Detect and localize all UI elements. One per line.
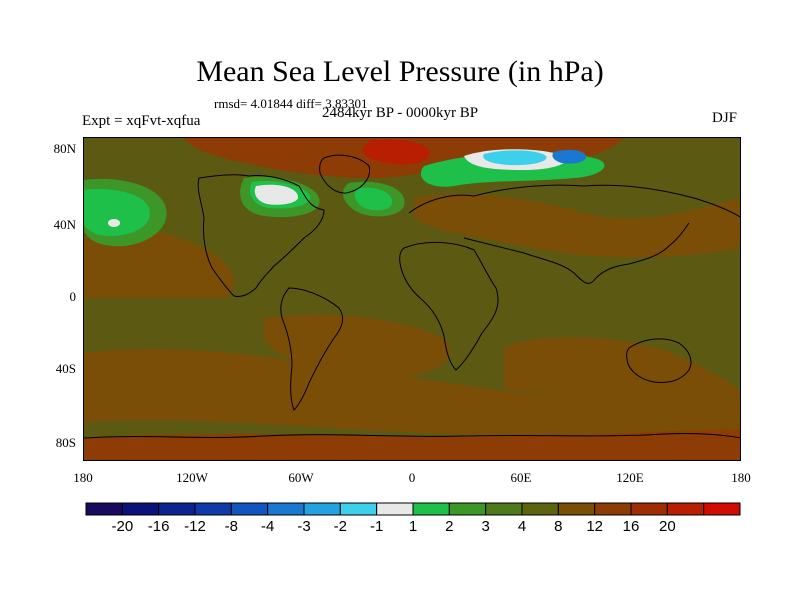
colorbar-swatch xyxy=(85,502,123,516)
coastline-africa xyxy=(399,241,499,371)
colorbar-swatch xyxy=(485,502,523,516)
colorbar-swatch xyxy=(303,502,341,516)
colorbar-label: 16 xyxy=(622,518,640,535)
colorbar-swatch xyxy=(666,502,705,516)
colorbar-label: -12 xyxy=(184,518,206,535)
field-siberia-cyan xyxy=(483,150,547,166)
colorbar-label: -1 xyxy=(369,518,384,535)
colorbar-swatch xyxy=(630,502,668,516)
time-period-label: 2484kyr BP - 0000kyr BP xyxy=(322,105,479,121)
pressure-map xyxy=(83,137,741,461)
lon-label-180e: 180 xyxy=(731,470,751,485)
colorbar-swatch xyxy=(594,502,632,516)
colorbar-swatch xyxy=(121,502,160,516)
colorbar-swatch xyxy=(521,502,559,516)
colorbar-label: 4 xyxy=(517,518,527,535)
field-laurentide-neutral xyxy=(254,184,299,205)
colorbar-swatch xyxy=(194,502,232,516)
lon-label-60e: 60E xyxy=(510,470,532,485)
colorbar-labels: -20 -16 -12 -8 -4 -3 -2 -1 1 2 3 4 8 12 16 20 xyxy=(0,518,800,540)
colorbar-swatch xyxy=(267,502,305,516)
colorbar-swatch xyxy=(339,502,378,516)
field-north-pacific-core xyxy=(84,188,150,236)
coastline-greenland xyxy=(319,154,371,194)
colorbar-label: 20 xyxy=(658,518,676,535)
colorbar-label: -16 xyxy=(147,518,170,535)
field-north-africa-high xyxy=(414,193,740,258)
colorbar-label: -2 xyxy=(333,518,347,535)
colorbar-label: -4 xyxy=(260,518,275,535)
colorbar-swatch xyxy=(376,502,414,516)
lon-label-60w: 60W xyxy=(288,470,314,485)
coastline-australia xyxy=(626,338,692,383)
coastline-antarctica xyxy=(84,432,740,439)
colorbar-swatch xyxy=(412,502,450,516)
colorbar-swatch xyxy=(158,502,196,516)
field-south-atlantic-high xyxy=(264,314,451,378)
season-label: DJF xyxy=(712,110,738,126)
lon-label-0: 0 xyxy=(408,470,416,485)
chart-title: Mean Sea Level Pressure (in hPa) xyxy=(196,55,604,88)
lat-label-40s: 40S xyxy=(55,361,76,376)
field-atlantic-core xyxy=(354,187,393,211)
lat-label-80n: 80N xyxy=(53,141,76,156)
colorbar-label: 2 xyxy=(445,518,454,535)
lon-label-120e: 120E xyxy=(616,470,644,485)
colorbar-swatch xyxy=(448,502,487,516)
colorbar-label: 3 xyxy=(481,518,490,535)
colorbar-label: -8 xyxy=(224,518,238,535)
rmsd-diff-stats: rmsd= 4.01844 diff= 3.83301 xyxy=(214,96,368,111)
colorbar-swatch xyxy=(557,502,596,516)
colorbar-label: 12 xyxy=(586,518,603,535)
colorbar-swatch xyxy=(703,502,741,516)
coastline-north-america xyxy=(197,174,325,297)
colorbar-label: -20 xyxy=(111,518,134,535)
lat-label-80s: 80S xyxy=(55,435,76,450)
coastline-south-america xyxy=(280,287,344,411)
field-siberia-blue xyxy=(552,149,587,164)
lat-label-40n: 40N xyxy=(53,217,76,232)
colorbar-label: 8 xyxy=(554,518,563,535)
field-arctic-peak xyxy=(362,139,430,165)
colorbar xyxy=(85,502,745,521)
field-southern-band xyxy=(84,348,740,437)
lon-label-120w: 120W xyxy=(176,470,208,485)
colorbar-swatch xyxy=(230,502,269,516)
field-indian-ocean-high xyxy=(504,337,740,418)
colorbar-label: -3 xyxy=(297,518,311,535)
field-pacific-white-spot xyxy=(108,219,120,227)
coastline-eurasia xyxy=(408,184,740,284)
experiment-label: Expt = xqFvt-xqfua xyxy=(82,113,201,129)
lon-label-180w: 180 xyxy=(73,470,93,485)
colorbar-label: 1 xyxy=(408,518,418,535)
lat-label-equator: 0 xyxy=(69,289,77,304)
